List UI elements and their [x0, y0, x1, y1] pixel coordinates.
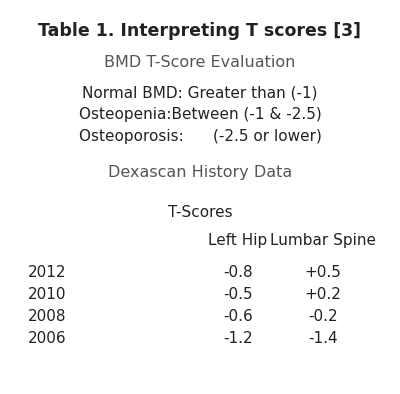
Text: Normal BMD: Greater than (-1): Normal BMD: Greater than (-1) [82, 85, 318, 100]
Text: Table 1. Interpreting T scores [3]: Table 1. Interpreting T scores [3] [38, 22, 362, 40]
Text: 2008: 2008 [28, 309, 66, 324]
Text: +0.5: +0.5 [304, 265, 342, 280]
Text: -0.6: -0.6 [223, 309, 253, 324]
Text: T-Scores: T-Scores [168, 205, 232, 220]
Text: Dexascan History Data: Dexascan History Data [108, 165, 292, 180]
Text: -0.5: -0.5 [223, 287, 253, 302]
Text: Lumbar Spine: Lumbar Spine [270, 233, 376, 248]
Text: Osteopenia:Between (-1 & -2.5): Osteopenia:Between (-1 & -2.5) [79, 107, 321, 122]
Text: BMD T-Score Evaluation: BMD T-Score Evaluation [104, 55, 296, 70]
Text: Osteoporosis:      (-2.5 or lower): Osteoporosis: (-2.5 or lower) [78, 129, 322, 144]
Text: 2006: 2006 [28, 331, 67, 346]
Text: -1.2: -1.2 [223, 331, 253, 346]
Text: 2010: 2010 [28, 287, 66, 302]
Text: -0.8: -0.8 [223, 265, 253, 280]
Text: -0.2: -0.2 [308, 309, 338, 324]
Text: Left Hip: Left Hip [208, 233, 268, 248]
Text: +0.2: +0.2 [304, 287, 342, 302]
Text: 2012: 2012 [28, 265, 66, 280]
Text: -1.4: -1.4 [308, 331, 338, 346]
